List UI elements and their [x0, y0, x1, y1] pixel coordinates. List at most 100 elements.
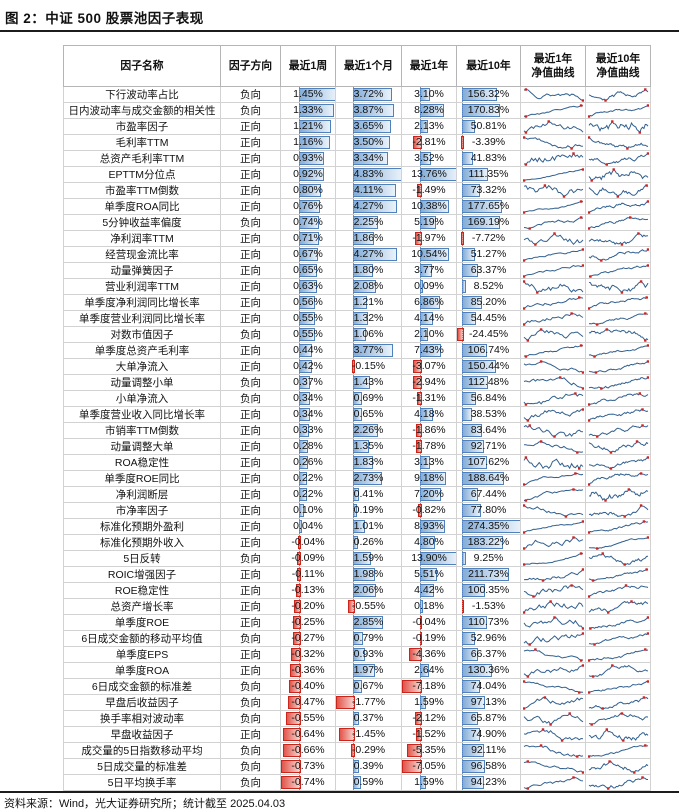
sparkline-cell-10y	[585, 246, 651, 263]
factor-row: 换手率相对波动率 负向 -0.55% 0.37% -2.12% 65.87%	[63, 710, 651, 727]
high-low-marker	[623, 562, 626, 566]
value-label: 0.69%	[353, 392, 384, 404]
factor-row: 单季度总资产毛利率 正向 0.44% 3.77% 7.43% 106.74%	[63, 342, 651, 359]
factor-row: 早盘收益因子 正向 -0.64% -1.45% -1.52% 74.90%	[63, 726, 651, 743]
sparkline-cell-1y	[520, 294, 586, 311]
factor-direction: 正向	[220, 662, 281, 679]
factor-name: 单季度ROA	[63, 662, 221, 679]
sparkline-cell-1y	[520, 310, 586, 327]
value-cell-year10: 97.13%	[456, 694, 521, 711]
value-label: 188.64%	[467, 472, 510, 484]
high-low-marker	[524, 455, 527, 459]
high-low-marker	[524, 130, 527, 134]
factor-table: 因子名称 因子方向 最近1周 最近1个月 最近1年 最近10年 最近1年 净值曲线 最近10年…	[63, 45, 651, 791]
sparkline-cell-10y	[585, 150, 651, 167]
value-cell-year10: 51.27%	[456, 246, 521, 263]
high-low-marker	[601, 551, 604, 555]
high-low-marker	[628, 215, 631, 219]
value-label: -0.29%	[351, 744, 386, 756]
high-low-marker	[643, 311, 646, 315]
value-label: 0.76%	[293, 200, 323, 212]
factor-name: ROIC增强因子	[63, 566, 221, 583]
value-cell-year1: 0.09%	[401, 278, 457, 295]
zero-axis-line	[462, 647, 464, 662]
zero-axis-line	[420, 647, 422, 662]
value-cell-month1: -1.77%	[335, 694, 402, 711]
value-label: 10.54%	[411, 248, 447, 260]
zero-axis-line	[420, 663, 422, 678]
value-cell-month1: 0.41%	[335, 486, 402, 503]
factor-row: 市盈率TTM倒数 正向 0.80% 4.11% -1.49% 73.32%	[63, 182, 651, 199]
zero-axis-line	[353, 87, 355, 102]
zero-axis-line	[299, 487, 301, 502]
zero-axis-line	[420, 327, 422, 342]
nav-sparkline-10y	[587, 519, 648, 534]
high-low-marker	[588, 626, 592, 630]
value-cell-month1: 0.59%	[335, 774, 402, 791]
high-low-marker	[573, 471, 577, 475]
zero-axis-line	[299, 727, 301, 742]
factor-direction: 负向	[220, 758, 281, 775]
high-low-marker	[621, 738, 624, 742]
high-low-marker	[638, 391, 641, 395]
data-bar	[418, 504, 423, 517]
zero-axis-line	[420, 215, 422, 230]
footer-divider	[0, 791, 679, 793]
high-low-marker	[579, 551, 582, 555]
value-label: 0.09%	[414, 280, 444, 292]
value-label: 9.25%	[473, 552, 504, 564]
high-low-marker	[607, 759, 611, 763]
factor-direction: 负向	[220, 86, 281, 103]
value-cell-year1: 13.90%	[401, 550, 457, 567]
high-low-marker	[635, 439, 638, 443]
value-label: -2.12%	[412, 712, 446, 724]
factor-name: 总资产毛利率TTM	[63, 150, 221, 167]
sparkline-cell-1y	[520, 342, 586, 359]
value-cell-year1: -0.19%	[401, 630, 457, 647]
value-cell-week1: 1.33%	[280, 102, 336, 119]
zero-axis-line	[353, 663, 355, 678]
high-low-marker	[579, 215, 582, 219]
value-cell-year10: 94.23%	[456, 774, 521, 791]
zero-axis-line	[420, 87, 422, 102]
value-cell-week1: 0.28%	[280, 438, 336, 455]
sparkline-cell-1y	[520, 374, 586, 391]
factor-direction: 负向	[220, 102, 281, 119]
nav-sparkline-10y	[588, 343, 649, 358]
high-low-marker	[595, 434, 598, 438]
nav-sparkline-10y	[588, 727, 648, 742]
zero-axis-line	[462, 343, 464, 358]
value-cell-year1: 7.20%	[401, 486, 457, 503]
value-label: 0.18%	[414, 600, 444, 612]
zero-axis-line	[299, 583, 301, 598]
column-header-3: 最近1个月	[335, 45, 402, 87]
nav-sparkline-1y	[522, 551, 583, 566]
nav-sparkline-10y	[587, 743, 648, 758]
value-cell-month1: 3.77%	[335, 342, 402, 359]
factor-name: 6日成交金额的标准差	[63, 678, 221, 695]
value-label: 110.73%	[468, 616, 509, 628]
zero-axis-line	[353, 231, 355, 246]
zero-axis-line	[299, 503, 301, 518]
zero-axis-line	[420, 247, 422, 262]
value-label: 56.84%	[470, 392, 507, 404]
data-bar	[409, 648, 423, 661]
value-label: 0.37%	[353, 712, 384, 724]
column-header-4: 最近1年	[401, 45, 457, 87]
high-low-marker	[522, 546, 525, 550]
value-cell-month1: 1.83%	[335, 454, 402, 471]
data-bar	[287, 696, 302, 709]
factor-name: 市销率TTM倒数	[63, 422, 221, 439]
value-label: 1.98%	[353, 568, 384, 580]
factor-direction: 正向	[220, 406, 281, 423]
value-label: 0.63%	[293, 280, 323, 292]
value-cell-week1: -0.09%	[280, 550, 336, 567]
value-label: 65.87%	[470, 712, 507, 724]
value-cell-year10: -3.39%	[456, 134, 521, 151]
value-cell-year10: 41.83%	[456, 150, 521, 167]
data-bar	[413, 136, 423, 149]
high-low-marker	[522, 322, 525, 326]
high-low-marker	[547, 119, 550, 123]
sparkline-cell-10y	[585, 166, 651, 183]
value-label: 2.08%	[353, 280, 384, 292]
